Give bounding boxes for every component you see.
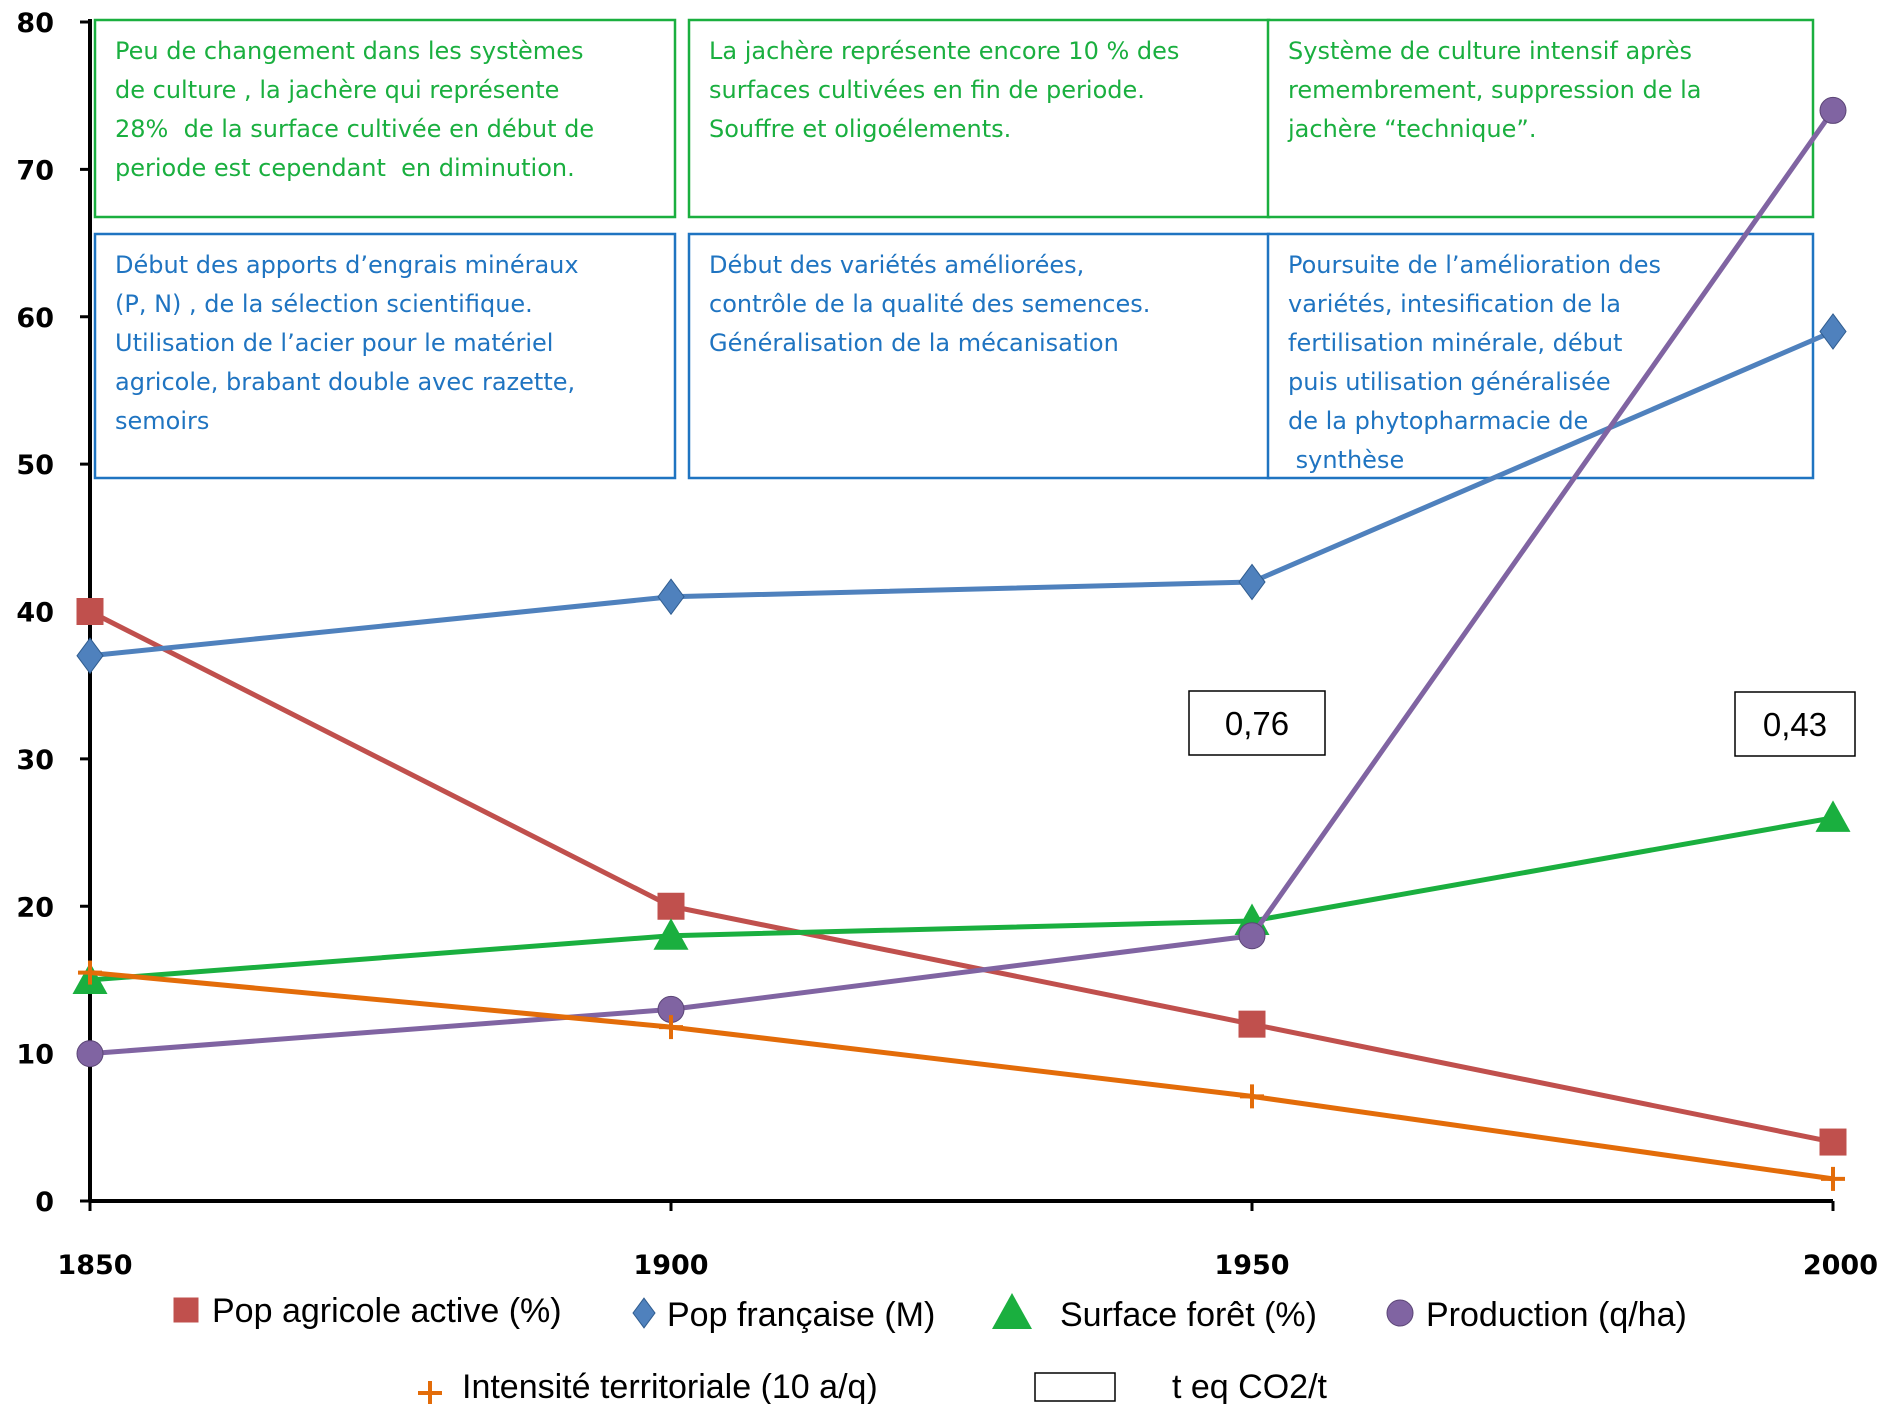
- blue-box-2-line-1: Début des variétés améliorées,: [709, 251, 1084, 279]
- legend-label-intensite: Intensité territoriale (10 a/q): [462, 1368, 878, 1404]
- point-pop_fr-1850: [76, 637, 104, 675]
- point-intensite-1950: [1240, 1084, 1264, 1109]
- y-tick-label-40: 40: [16, 598, 54, 629]
- y-tick-label-50: 50: [16, 450, 54, 481]
- series-line-foret: [87, 815, 1836, 983]
- green-box-1-line-2: de culture , la jachère qui représente: [115, 76, 559, 104]
- point-production-1950: [1238, 922, 1266, 950]
- blue-box-2-line-3: Généralisation de la mécanisation: [709, 329, 1119, 357]
- green-box-3: [1266, 18, 1815, 219]
- point-pop_agri-1950: [1238, 1010, 1266, 1038]
- series-line-pop_agri: [87, 609, 1836, 1145]
- blue-box-3-line-5: de la phytopharmacie de: [1288, 407, 1588, 435]
- green-box-2-line-3: Souffre et oligoélements.: [709, 115, 1011, 143]
- point-pop_agri-1900: [657, 892, 685, 920]
- x-tick-label-1950: 1950: [1214, 1250, 1289, 1281]
- green-box-1-line-3: 28% de la surface cultivée en début de: [115, 115, 594, 143]
- legend: Pop agricole active (%) Pop française (M)…: [173, 1292, 1687, 1404]
- green-box-2: [687, 18, 1271, 219]
- y-tick-label-60: 60: [16, 303, 54, 334]
- series-line-production: [87, 107, 1836, 1057]
- blue-box-1-line-5: semoirs: [115, 407, 209, 435]
- y-tick-label-20: 20: [16, 892, 54, 923]
- point-foret-1900: [653, 918, 689, 950]
- legend-label-co2: t eq CO2/t: [1172, 1368, 1328, 1404]
- blue-box-1-line-2: (P, N) , de la sélection scientifique.: [115, 290, 533, 318]
- y-tick-label-80: 80: [16, 8, 54, 39]
- green-box-1-line-1: Peu de changement dans les systèmes: [115, 37, 583, 65]
- legend-marker-foret: [992, 1293, 1032, 1329]
- annotation-layer: Peu de changement dans les systèmes de cu…: [93, 18, 1815, 480]
- blue-box-3-line-4: puis utilisation généralisée: [1288, 368, 1611, 396]
- series-production: [76, 96, 1847, 1068]
- legend-label-pop_agri: Pop agricole active (%): [212, 1292, 562, 1330]
- value-box-label-1950: 0,76: [1225, 705, 1289, 742]
- blue-box-3-line-6: synthèse: [1288, 446, 1404, 474]
- point-pop_fr-1950: [1238, 563, 1266, 601]
- series-line-pop_fr: [87, 328, 1836, 659]
- value-box-label-2000: 0,43: [1763, 706, 1827, 743]
- green-box-1: [93, 18, 677, 219]
- legend-marker-co2: [1034, 1372, 1116, 1402]
- point-pop_agri-2000: [1819, 1128, 1847, 1156]
- series-line-intensite: [87, 970, 1836, 1182]
- blue-box-1-line-3: Utilisation de l’acier pour le matériel: [115, 329, 553, 357]
- value-box-1950: [1188, 690, 1326, 756]
- green-box-1-line-4: periode est cependant en diminution.: [115, 154, 575, 182]
- green-box-3-line-1: Système de culture intensif après: [1288, 37, 1692, 65]
- blue-box-3-line-3: fertilisation minérale, début: [1288, 329, 1622, 357]
- point-pop_fr-1900: [657, 578, 685, 616]
- blue-box-1: [93, 232, 677, 480]
- y-tick-label-70: 70: [16, 155, 54, 186]
- legend-label-foret: Surface forêt (%): [1060, 1296, 1317, 1334]
- point-pop_agri-1850: [76, 598, 104, 625]
- series-intensite: [78, 960, 1845, 1191]
- point-foret-2000: [1815, 800, 1851, 832]
- blue-box-3: [1266, 232, 1815, 480]
- blue-box-2-line-2: contrôle de la qualité des semences.: [709, 290, 1150, 318]
- blue-box-3-line-1: Poursuite de l’amélioration des: [1288, 251, 1661, 279]
- blue-box-1-line-4: agricole, brabant double avec razette,: [115, 368, 575, 396]
- x-tick-label-2000: 2000: [1803, 1250, 1878, 1281]
- value-box-2000: [1734, 691, 1856, 757]
- legend-marker-intensite: [418, 1381, 442, 1404]
- point-pop_fr-2000: [1819, 313, 1847, 350]
- legend-marker-pop_fr: [632, 1297, 656, 1329]
- series-pop_fr: [76, 313, 1847, 675]
- legend-label-pop_fr: Pop française (M): [667, 1296, 935, 1334]
- value-boxes: 0,76 0,43: [1188, 690, 1856, 757]
- point-intensite-1900: [659, 1015, 683, 1040]
- legend-label-production: Production (q/ha): [1426, 1296, 1687, 1334]
- point-production-1850: [76, 1040, 104, 1068]
- point-intensite-2000: [1821, 1166, 1845, 1191]
- legend-marker-production: [1386, 1299, 1414, 1327]
- blue-box-2: [687, 232, 1271, 480]
- point-production-2000: [1819, 96, 1847, 124]
- series-pop_agri: [76, 598, 1847, 1156]
- green-box-2-line-2: surfaces cultivées en fin de periode.: [709, 76, 1145, 104]
- green-box-3-line-3: jachère “technique”.: [1287, 115, 1536, 143]
- x-tick-label-1850: 1850: [57, 1250, 132, 1281]
- x-tick-label-1900: 1900: [633, 1250, 708, 1281]
- legend-marker-pop_agri: [173, 1297, 199, 1323]
- green-box-2-line-1: La jachère représente encore 10 % des: [709, 37, 1179, 65]
- y-tick-label-30: 30: [16, 745, 54, 776]
- series-layer: [72, 96, 1851, 1191]
- y-tick-label-10: 10: [16, 1040, 54, 1071]
- point-intensite-1850: [78, 960, 102, 985]
- green-box-3-line-2: remembrement, suppression de la: [1288, 76, 1701, 104]
- blue-box-1-line-1: Début des apports d’engrais minéraux: [115, 251, 579, 279]
- blue-box-3-line-2: variétés, intesification de la: [1288, 290, 1621, 318]
- y-tick-label-0: 0: [35, 1187, 54, 1218]
